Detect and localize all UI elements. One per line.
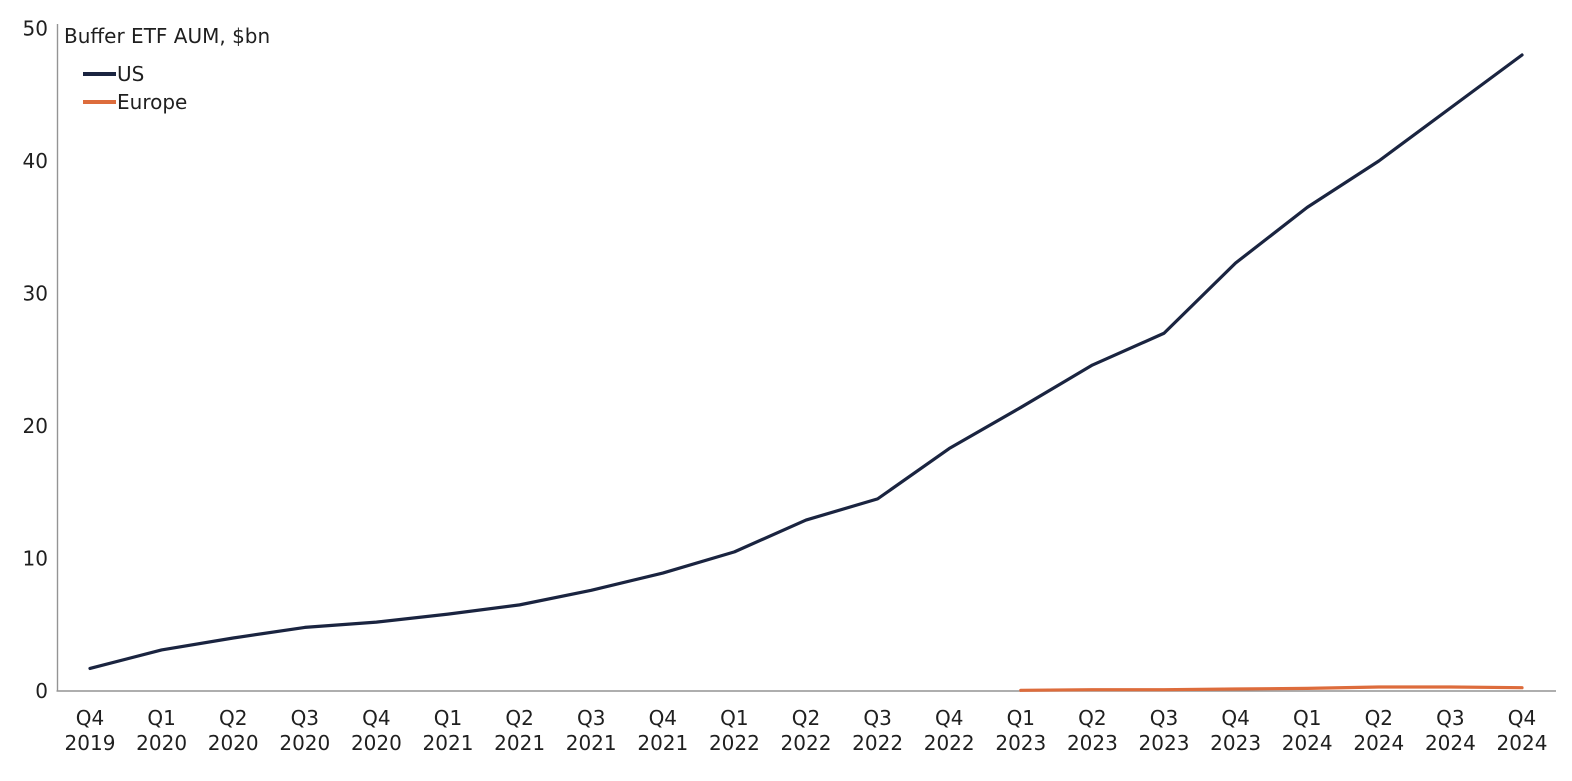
y-tick-label: 50 xyxy=(23,17,48,41)
x-tick-label-quarter: Q3 xyxy=(1436,706,1464,730)
x-tick-label-quarter: Q2 xyxy=(1078,706,1106,730)
y-tick-label: 30 xyxy=(23,282,48,306)
x-tick-label-year: 2021 xyxy=(637,731,688,755)
x-tick-label-quarter: Q1 xyxy=(147,706,175,730)
x-tick-label-quarter: Q4 xyxy=(362,706,390,730)
x-tick-label-quarter: Q3 xyxy=(1150,706,1178,730)
x-tick-label-year: 2024 xyxy=(1282,731,1333,755)
x-tick-label-year: 2023 xyxy=(995,731,1046,755)
chart-legend: US Europe xyxy=(83,60,187,116)
chart-title: Buffer ETF AUM, $bn xyxy=(64,24,271,48)
x-tick-label-year: 2019 xyxy=(65,731,116,755)
x-tick-label-quarter: Q4 xyxy=(76,706,104,730)
y-tick-label: 10 xyxy=(23,547,48,571)
x-tick-label-year: 2024 xyxy=(1497,731,1548,755)
us-series-line xyxy=(88,53,1524,671)
x-tick-label-quarter: Q2 xyxy=(219,706,247,730)
x-tick-label-year: 2022 xyxy=(709,731,760,755)
x-tick-label-year: 2024 xyxy=(1353,731,1404,755)
x-tick-label-quarter: Q2 xyxy=(1365,706,1393,730)
x-tick-label-year: 2023 xyxy=(1139,731,1190,755)
x-tick-label-year: 2022 xyxy=(924,731,975,755)
x-tick-label-quarter: Q2 xyxy=(505,706,533,730)
x-tick-label-quarter: Q4 xyxy=(935,706,963,730)
x-tick-label-quarter: Q4 xyxy=(649,706,677,730)
y-tick-label: 20 xyxy=(23,414,48,438)
legend-swatch-europe xyxy=(83,100,116,104)
x-tick-label-quarter: Q3 xyxy=(577,706,605,730)
x-tick-label-year: 2020 xyxy=(351,731,402,755)
europe-series-line xyxy=(1019,685,1524,692)
x-tick-label-quarter: Q1 xyxy=(1293,706,1321,730)
legend-swatch-us xyxy=(83,72,116,76)
x-tick-label-quarter: Q3 xyxy=(863,706,891,730)
x-tick-label-year: 2020 xyxy=(208,731,259,755)
y-tick-label: 0 xyxy=(35,679,48,703)
x-tick-label-quarter: Q1 xyxy=(1007,706,1035,730)
x-tick-label-quarter: Q1 xyxy=(434,706,462,730)
x-tick-label-year: 2022 xyxy=(852,731,903,755)
y-tick-label: 40 xyxy=(23,149,48,173)
x-tick-label-quarter: Q4 xyxy=(1221,706,1249,730)
x-tick-label-quarter: Q3 xyxy=(291,706,319,730)
legend-label-us: US xyxy=(117,62,145,86)
x-tick-label-year: 2020 xyxy=(279,731,330,755)
legend-label-europe: Europe xyxy=(117,90,188,114)
legend-item-us: US xyxy=(83,60,187,88)
x-tick-label-year: 2023 xyxy=(1210,731,1261,755)
x-tick-label-year: 2020 xyxy=(136,731,187,755)
legend-item-europe: Europe xyxy=(83,88,187,116)
x-tick-label-year: 2023 xyxy=(1067,731,1118,755)
x-tick-label-year: 2021 xyxy=(566,731,617,755)
x-tick-label-year: 2021 xyxy=(494,731,545,755)
x-tick-label-quarter: Q4 xyxy=(1508,706,1536,730)
x-tick-label-year: 2021 xyxy=(423,731,474,755)
x-tick-label-year: 2024 xyxy=(1425,731,1476,755)
x-tick-label-quarter: Q2 xyxy=(792,706,820,730)
x-tick-label-quarter: Q1 xyxy=(720,706,748,730)
x-tick-label-year: 2022 xyxy=(781,731,832,755)
